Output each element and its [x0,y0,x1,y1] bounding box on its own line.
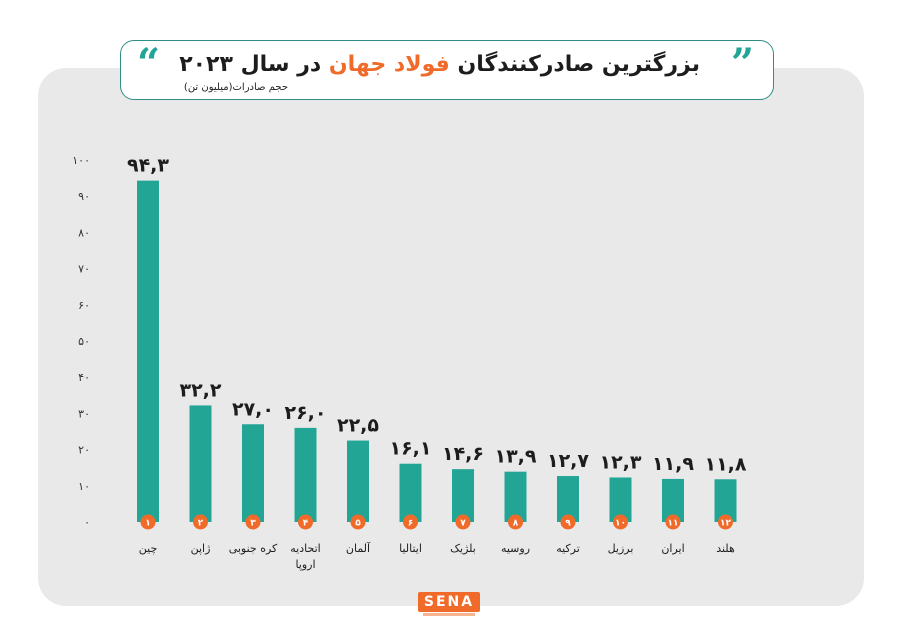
bar [347,440,369,522]
y-tick-label: ۳۰ [78,407,90,420]
rank-number: ۷ [460,519,466,529]
x-tick-label: اروپا [295,558,315,571]
rank-badge [403,514,418,530]
y-tick-label: ۲۰ [78,444,90,457]
x-tick-label: آلمان [346,541,371,555]
data-label: ۱۲,۷ [547,450,589,472]
bar [399,463,422,522]
left-quote-icon: “ [137,40,161,87]
rank-badge [298,514,313,530]
rank-badge [665,514,681,530]
bar [452,469,474,522]
bar [137,180,159,522]
y-tick-label: ۶۰ [78,299,90,312]
rank-number: ۹ [565,519,571,529]
data-label: ۱۲,۳ [599,451,641,473]
rank-number: ۱ [145,519,151,529]
x-tick-label: اتحادیه [290,542,320,555]
sena-logo: SENA [418,592,480,612]
rank-badge [193,514,208,530]
rank-number: ۱۱ [668,519,679,529]
x-tick-label: ایتالیا [399,542,422,555]
rank-number: ۲ [198,519,204,529]
rank-badge [718,514,733,530]
bar [504,471,527,522]
x-tick-label: کره جنوبی [229,542,278,555]
y-tick-label: ۹۰ [78,190,90,203]
data-label: ۲۶,۰ [284,402,326,424]
bar [189,405,212,522]
y-tick-label: ۴۰ [78,371,90,384]
rank-badge [560,514,576,530]
rank-number: ۳ [250,519,256,529]
title-box [120,40,774,100]
y-tick-label: ۸۰ [78,226,90,239]
logo-underline [423,613,475,616]
data-label: ۲۷,۰ [232,398,274,420]
y-axis-unit-label: حجم صادرات(میلیون تن) [183,82,288,93]
data-label: ۲۲,۵ [337,415,379,437]
data-label: ۱۳,۹ [494,446,536,468]
bar [609,477,632,522]
y-tick-label: ۱۰۰ [72,154,90,167]
title-part-2: در سال ۲۰۲۳ [179,52,329,77]
y-tick-label: ۷۰ [78,263,90,276]
data-label: ۱۱,۹ [652,453,694,475]
data-label: ۹۴,۳ [127,155,169,177]
rank-number: ۴ [303,519,309,529]
bar [242,424,264,522]
bar [294,427,317,522]
rank-badge [455,514,471,530]
x-tick-label: هلند [716,542,735,555]
bar [557,476,579,522]
rank-number: ۵ [355,519,361,529]
title-part-1: بزرگترین صادرکنندگان [449,52,700,77]
right-quote-icon: ” [731,40,755,87]
rank-number: ۶ [408,519,414,529]
data-label: ۱۱,۸ [704,453,746,475]
rank-badge [508,514,523,530]
title-highlight: فولاد جهان [328,52,450,77]
x-tick-label: چین [139,542,158,555]
rank-number: ۱۰ [615,519,626,529]
x-tick-label: روسیه [501,542,530,555]
data-label: ۱۴,۶ [442,443,484,465]
rank-number: ۱۲ [720,519,731,529]
y-tick-label: ۵۰ [78,335,90,348]
data-label: ۳۲,۲ [179,379,221,401]
x-tick-label: ژاپن [191,542,211,555]
y-tick-label: ۰ [84,516,90,529]
data-label: ۱۶,۱ [389,438,431,460]
x-tick-label: ترکیه [556,542,580,555]
rank-number: ۸ [513,519,519,529]
bar [662,478,684,522]
x-tick-label: برزیل [608,542,634,555]
rank-badge [350,514,366,530]
rank-badge [140,514,156,530]
bar [714,479,737,522]
x-tick-label: بلژیک [450,542,476,555]
x-tick-label: ایران [661,542,684,555]
rank-badge [613,514,628,530]
chart-title: بزرگترین صادرکنندگان فولاد جهان در سال ۲… [179,52,700,77]
y-tick-label: ۱۰ [78,480,90,493]
rank-badge [245,514,261,530]
